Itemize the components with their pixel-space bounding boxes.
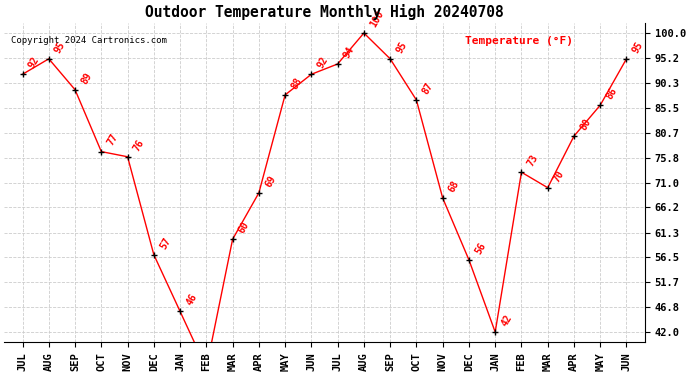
- Text: 60: 60: [237, 220, 251, 235]
- Text: 77: 77: [106, 132, 120, 147]
- Text: 56: 56: [473, 240, 488, 256]
- Text: 69: 69: [263, 174, 277, 189]
- Text: 89: 89: [79, 70, 94, 86]
- Text: 68: 68: [447, 178, 462, 194]
- Text: 80: 80: [578, 117, 593, 132]
- Text: Copyright 2024 Cartronics.com: Copyright 2024 Cartronics.com: [10, 36, 166, 45]
- Text: 88: 88: [289, 75, 304, 91]
- Text: Temperature (°F): Temperature (°F): [466, 36, 573, 45]
- Text: 87: 87: [421, 81, 435, 96]
- Text: 95: 95: [631, 39, 645, 55]
- Text: 86: 86: [604, 86, 619, 101]
- Text: 92: 92: [27, 55, 41, 70]
- Text: 70: 70: [552, 168, 566, 183]
- Text: 57: 57: [158, 236, 172, 250]
- Text: 100: 100: [368, 9, 386, 29]
- Text: 46: 46: [184, 292, 199, 307]
- Text: 92: 92: [315, 55, 330, 70]
- Text: 76: 76: [132, 137, 146, 153]
- Text: 95: 95: [53, 39, 68, 55]
- Text: 42: 42: [500, 313, 514, 328]
- Text: 94: 94: [342, 45, 356, 60]
- Text: 35: 35: [0, 374, 1, 375]
- Title: Outdoor Temperature Monthly High 20240708: Outdoor Temperature Monthly High 2024070…: [145, 4, 504, 20]
- Text: 73: 73: [526, 153, 540, 168]
- Text: 95: 95: [394, 39, 409, 55]
